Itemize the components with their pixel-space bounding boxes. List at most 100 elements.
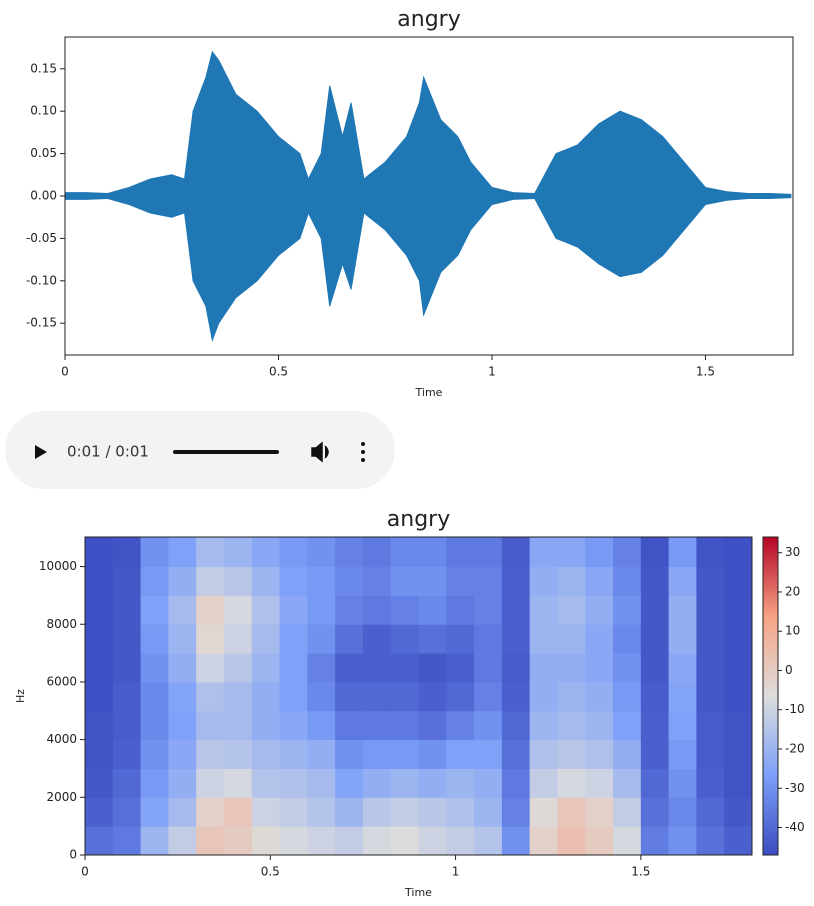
colorbar — [762, 536, 779, 856]
heatmap-cell — [362, 739, 392, 769]
heatmap-cell — [724, 768, 753, 798]
heatmap-cell — [446, 768, 475, 798]
heatmap-cell — [335, 624, 364, 654]
heatmap-cell — [112, 624, 142, 654]
heatmap-cell — [196, 710, 225, 741]
heatmap-cell — [140, 566, 169, 596]
heatmap-cell — [279, 595, 308, 625]
heatmap-cell — [640, 768, 670, 798]
heatmap-cell — [557, 595, 586, 625]
heatmap-cell — [335, 681, 364, 712]
heatmap-cell — [196, 653, 225, 683]
heatmap-cell — [529, 595, 558, 625]
heatmap-cell — [362, 624, 392, 654]
plot-frame — [64, 36, 794, 356]
heatmap-cell — [724, 566, 753, 596]
heatmap-cell — [529, 624, 558, 654]
heatmap-cell — [696, 566, 725, 596]
heatmap-cell — [279, 739, 308, 769]
heatmap-cell — [474, 710, 503, 741]
heatmap-cell — [168, 768, 197, 798]
heatmap-cell — [168, 566, 197, 596]
heatmap-cell — [501, 624, 531, 654]
heatmap-cell — [474, 537, 503, 568]
heatmap-cell — [307, 768, 336, 798]
y-tick-label: -0.10 — [26, 273, 57, 287]
heatmap-cell — [668, 768, 697, 798]
heatmap-cell — [557, 681, 586, 712]
heatmap-cell — [501, 653, 531, 683]
heatmap-cell — [724, 797, 753, 827]
heatmap-cell — [112, 537, 142, 568]
heatmap-cell — [223, 537, 253, 568]
heatmap-cell — [85, 768, 114, 798]
heatmap-cell — [640, 739, 670, 769]
heatmap-cell — [668, 681, 697, 712]
heatmap-cell — [307, 826, 336, 856]
heatmap-cell — [446, 595, 475, 625]
x-tick-label: 1.5 — [696, 365, 715, 379]
heatmap-cell — [279, 797, 308, 827]
heatmap-cell — [613, 681, 642, 712]
heatmap-cell — [724, 595, 753, 625]
y-tick-label: 0.10 — [30, 104, 57, 118]
audio-player: 0:01 / 0:01 — [5, 411, 395, 489]
heatmap-cell — [279, 653, 308, 683]
heatmap-cell — [501, 537, 531, 568]
heatmap-cell — [390, 653, 419, 683]
heatmap-cell — [474, 624, 503, 654]
heatmap-cell — [724, 624, 753, 654]
heatmap-cell — [724, 681, 753, 712]
heatmap-cell — [474, 826, 503, 856]
heatmap-cell — [724, 710, 753, 741]
colorbar-tick-label: 30 — [785, 545, 800, 559]
heatmap-cell — [446, 797, 475, 827]
heatmap-cell — [307, 653, 336, 683]
heatmap-cell — [668, 826, 697, 856]
heatmap-cell — [446, 566, 475, 596]
colorbar-tick-label: -40 — [785, 820, 805, 834]
heatmap-cell — [251, 624, 281, 654]
heatmap-cell — [168, 653, 197, 683]
heatmap-cell — [474, 739, 503, 769]
heatmap-cell — [585, 566, 614, 596]
heatmap-cell — [85, 653, 114, 683]
x-tick-label: 0.5 — [269, 365, 288, 379]
heatmap-cell — [613, 768, 642, 798]
heatmap-cell — [140, 653, 169, 683]
more-options[interactable] — [361, 442, 365, 462]
heatmap-cell — [112, 826, 142, 856]
y-tick-label: 10000 — [39, 559, 77, 573]
heatmap-cell — [390, 595, 419, 625]
heatmap-cell — [613, 739, 642, 769]
heatmap-cell — [668, 595, 697, 625]
heatmap-cell — [501, 826, 531, 856]
waveform-upper — [64, 50, 792, 197]
heatmap-cell — [390, 710, 419, 741]
heatmap-cell — [529, 710, 558, 741]
heatmap-cell — [279, 768, 308, 798]
heatmap-cell — [390, 826, 419, 856]
heatmap-cell — [362, 768, 392, 798]
heatmap-cell — [362, 566, 392, 596]
heatmap-cell — [668, 797, 697, 827]
heatmap-cell — [140, 797, 169, 827]
volume-button[interactable] — [311, 441, 329, 463]
heatmap-cell — [251, 710, 281, 741]
heatmap-cell — [613, 595, 642, 625]
heatmap-cell — [640, 681, 670, 712]
heatmap-cell — [307, 537, 336, 568]
progress-bar[interactable] — [173, 450, 279, 454]
heatmap-cell — [557, 797, 586, 827]
heatmap-cell — [85, 566, 114, 596]
heatmap-cell — [640, 797, 670, 827]
heatmap-cell — [668, 624, 697, 654]
heatmap-cell — [85, 797, 114, 827]
heatmap-cell — [446, 681, 475, 712]
heatmap-cell — [223, 826, 253, 856]
play-button[interactable] — [35, 445, 47, 459]
heatmap-cell — [307, 681, 336, 712]
heatmap-cell — [335, 797, 364, 827]
heatmap-cell — [112, 681, 142, 712]
heatmap-cell — [223, 566, 253, 596]
